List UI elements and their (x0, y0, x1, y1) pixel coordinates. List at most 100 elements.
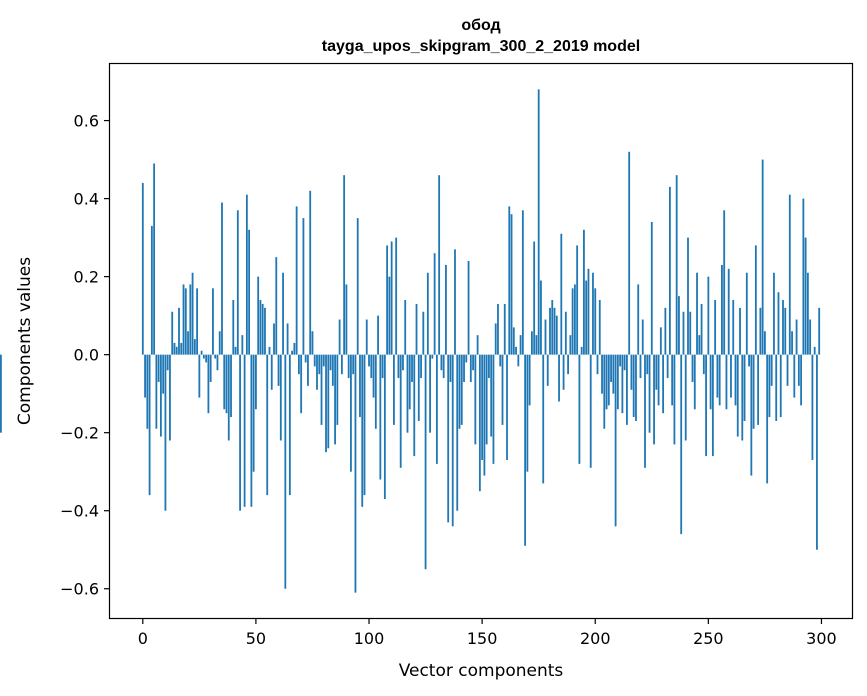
y-tick-label: 0.2 (74, 268, 99, 287)
bar (589, 354, 592, 468)
bar (327, 354, 330, 449)
bar (241, 335, 244, 355)
bar (646, 354, 649, 375)
bar (221, 202, 223, 355)
bar (639, 354, 642, 379)
bar (598, 300, 601, 355)
bar (325, 354, 327, 453)
bar (804, 237, 807, 355)
bar (320, 354, 323, 425)
bar (234, 346, 237, 355)
bar (141, 182, 144, 355)
bar (488, 354, 490, 379)
bar (583, 229, 585, 355)
bar (754, 245, 757, 355)
bar (784, 307, 787, 355)
bar (664, 307, 667, 355)
bar (567, 354, 569, 375)
bar (205, 354, 208, 363)
bar (739, 307, 741, 355)
bar (223, 354, 226, 410)
bar (164, 354, 167, 511)
bar (343, 175, 346, 355)
bar (148, 354, 151, 496)
bar (818, 307, 821, 355)
bar (395, 237, 398, 355)
bar (721, 264, 723, 355)
bar (338, 319, 341, 355)
bar (641, 319, 644, 355)
bar (155, 354, 158, 429)
bar (644, 354, 646, 468)
bar (797, 354, 800, 386)
bar (150, 225, 153, 355)
bar (490, 354, 493, 437)
bar (630, 354, 633, 390)
bar (626, 354, 628, 425)
bar (159, 354, 162, 437)
bar (580, 346, 583, 355)
bar (225, 354, 228, 414)
bar (521, 210, 524, 355)
bar (542, 354, 545, 484)
bar (766, 354, 769, 484)
bar (526, 354, 529, 472)
bar (555, 315, 558, 355)
bar (169, 354, 171, 441)
bar (702, 354, 705, 375)
bar (218, 331, 221, 355)
bar (795, 319, 798, 355)
bar (691, 354, 694, 382)
bar (449, 354, 452, 382)
bar (750, 354, 753, 476)
y-tick-label: −0.4 (60, 502, 99, 521)
bar (352, 354, 355, 375)
bar (569, 335, 572, 355)
x-tick-label: 100 (354, 629, 385, 648)
bar (761, 159, 764, 355)
bar (653, 354, 655, 445)
bar (655, 354, 658, 390)
bar (528, 354, 531, 406)
bar (594, 288, 597, 355)
bar (757, 354, 760, 425)
bar (413, 354, 416, 457)
bar (329, 354, 332, 371)
bar (788, 194, 791, 355)
bar (632, 354, 635, 418)
bar (193, 339, 196, 355)
bar (313, 354, 316, 367)
bar (295, 206, 298, 355)
bar (727, 268, 730, 355)
bar (266, 354, 269, 496)
bar (551, 300, 554, 355)
bar (187, 331, 189, 355)
bar (494, 323, 497, 355)
bar (687, 237, 689, 355)
bar (345, 284, 348, 355)
bar (377, 315, 379, 355)
bar (268, 346, 271, 355)
bar (216, 354, 219, 371)
bar (166, 354, 169, 371)
bar (250, 354, 253, 507)
bar (535, 335, 538, 355)
bar (537, 89, 540, 355)
bar (481, 354, 484, 460)
bar (463, 354, 465, 382)
bar (628, 151, 631, 355)
bar (293, 342, 296, 355)
bar (347, 354, 350, 379)
bar (596, 354, 599, 375)
bar (585, 280, 588, 355)
bar (245, 194, 248, 355)
bar (356, 218, 359, 355)
bar (157, 354, 160, 382)
bar (623, 354, 626, 371)
bar (678, 296, 680, 355)
bar (307, 354, 309, 386)
bar (483, 354, 486, 476)
y-tick-label: −0.6 (60, 580, 99, 599)
bar (501, 354, 504, 425)
bar (806, 272, 809, 355)
